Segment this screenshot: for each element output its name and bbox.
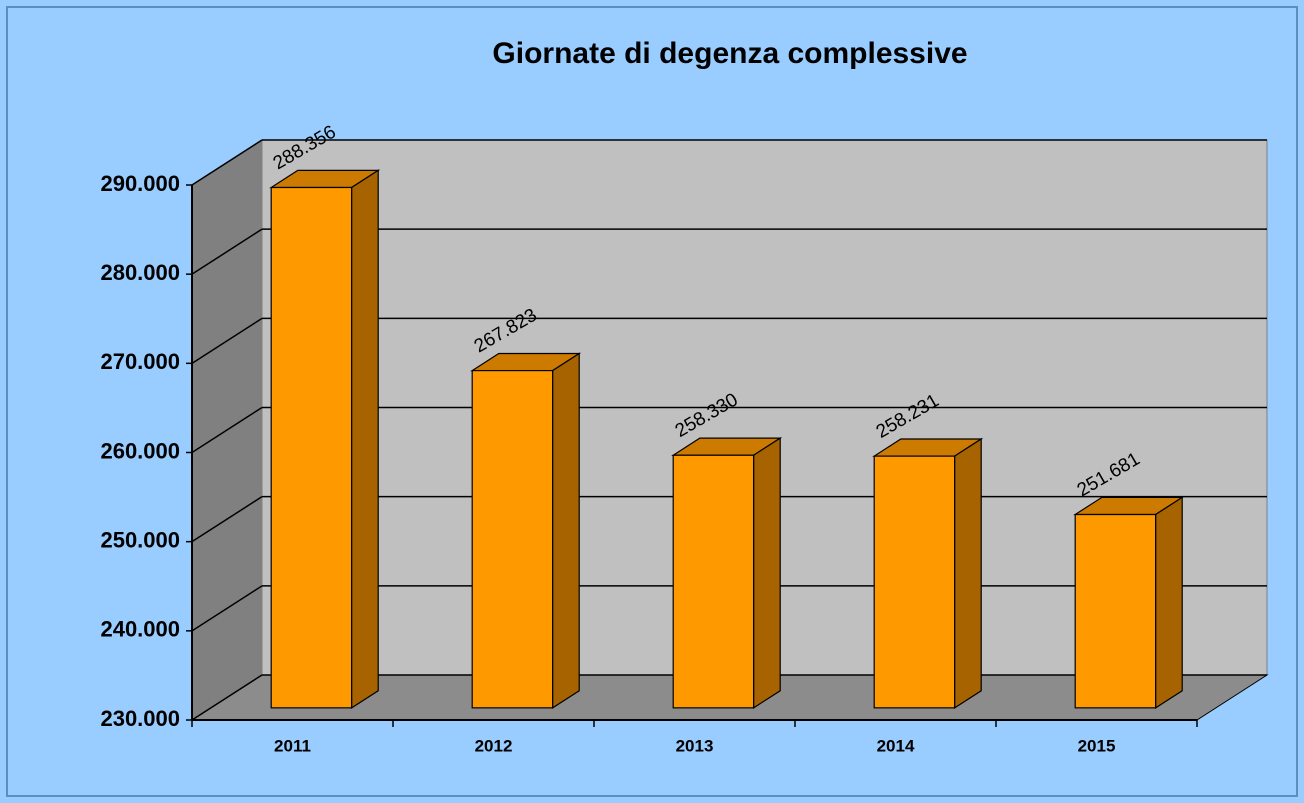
grid-line xyxy=(191,317,263,364)
bar xyxy=(270,186,353,709)
grid-line xyxy=(191,674,263,721)
bar-side xyxy=(551,352,580,709)
x-tick-label: 2011 xyxy=(274,736,311,755)
bar-side xyxy=(752,437,781,709)
y-tick-label: 240.000 xyxy=(100,617,180,642)
y-tick-label: 290.000 xyxy=(100,171,180,196)
x-tick-label: 2013 xyxy=(676,736,714,755)
bar xyxy=(672,454,755,709)
y-tick-label: 260.000 xyxy=(100,438,180,463)
bar-side xyxy=(351,169,379,709)
grid-line xyxy=(191,406,263,454)
grid-line xyxy=(191,228,263,275)
bar-side xyxy=(953,437,982,709)
grid-line xyxy=(191,585,263,632)
chart-title: Giornate di degenza complessive xyxy=(492,37,967,70)
bar xyxy=(471,369,554,709)
y-tick-label: 280.000 xyxy=(100,260,180,285)
bar xyxy=(1074,513,1157,709)
bar xyxy=(873,455,956,709)
bar-side xyxy=(1154,496,1183,709)
x-tick-label: 2014 xyxy=(877,736,915,755)
grid-line xyxy=(191,496,263,543)
y-tick-label: 270.000 xyxy=(100,349,180,374)
y-tick-label: 230.000 xyxy=(100,706,180,731)
x-tick-label: 2015 xyxy=(1078,736,1116,755)
y-tick-label: 250.000 xyxy=(100,527,180,552)
x-tick-label: 2012 xyxy=(475,736,513,755)
grid-line xyxy=(191,139,263,186)
